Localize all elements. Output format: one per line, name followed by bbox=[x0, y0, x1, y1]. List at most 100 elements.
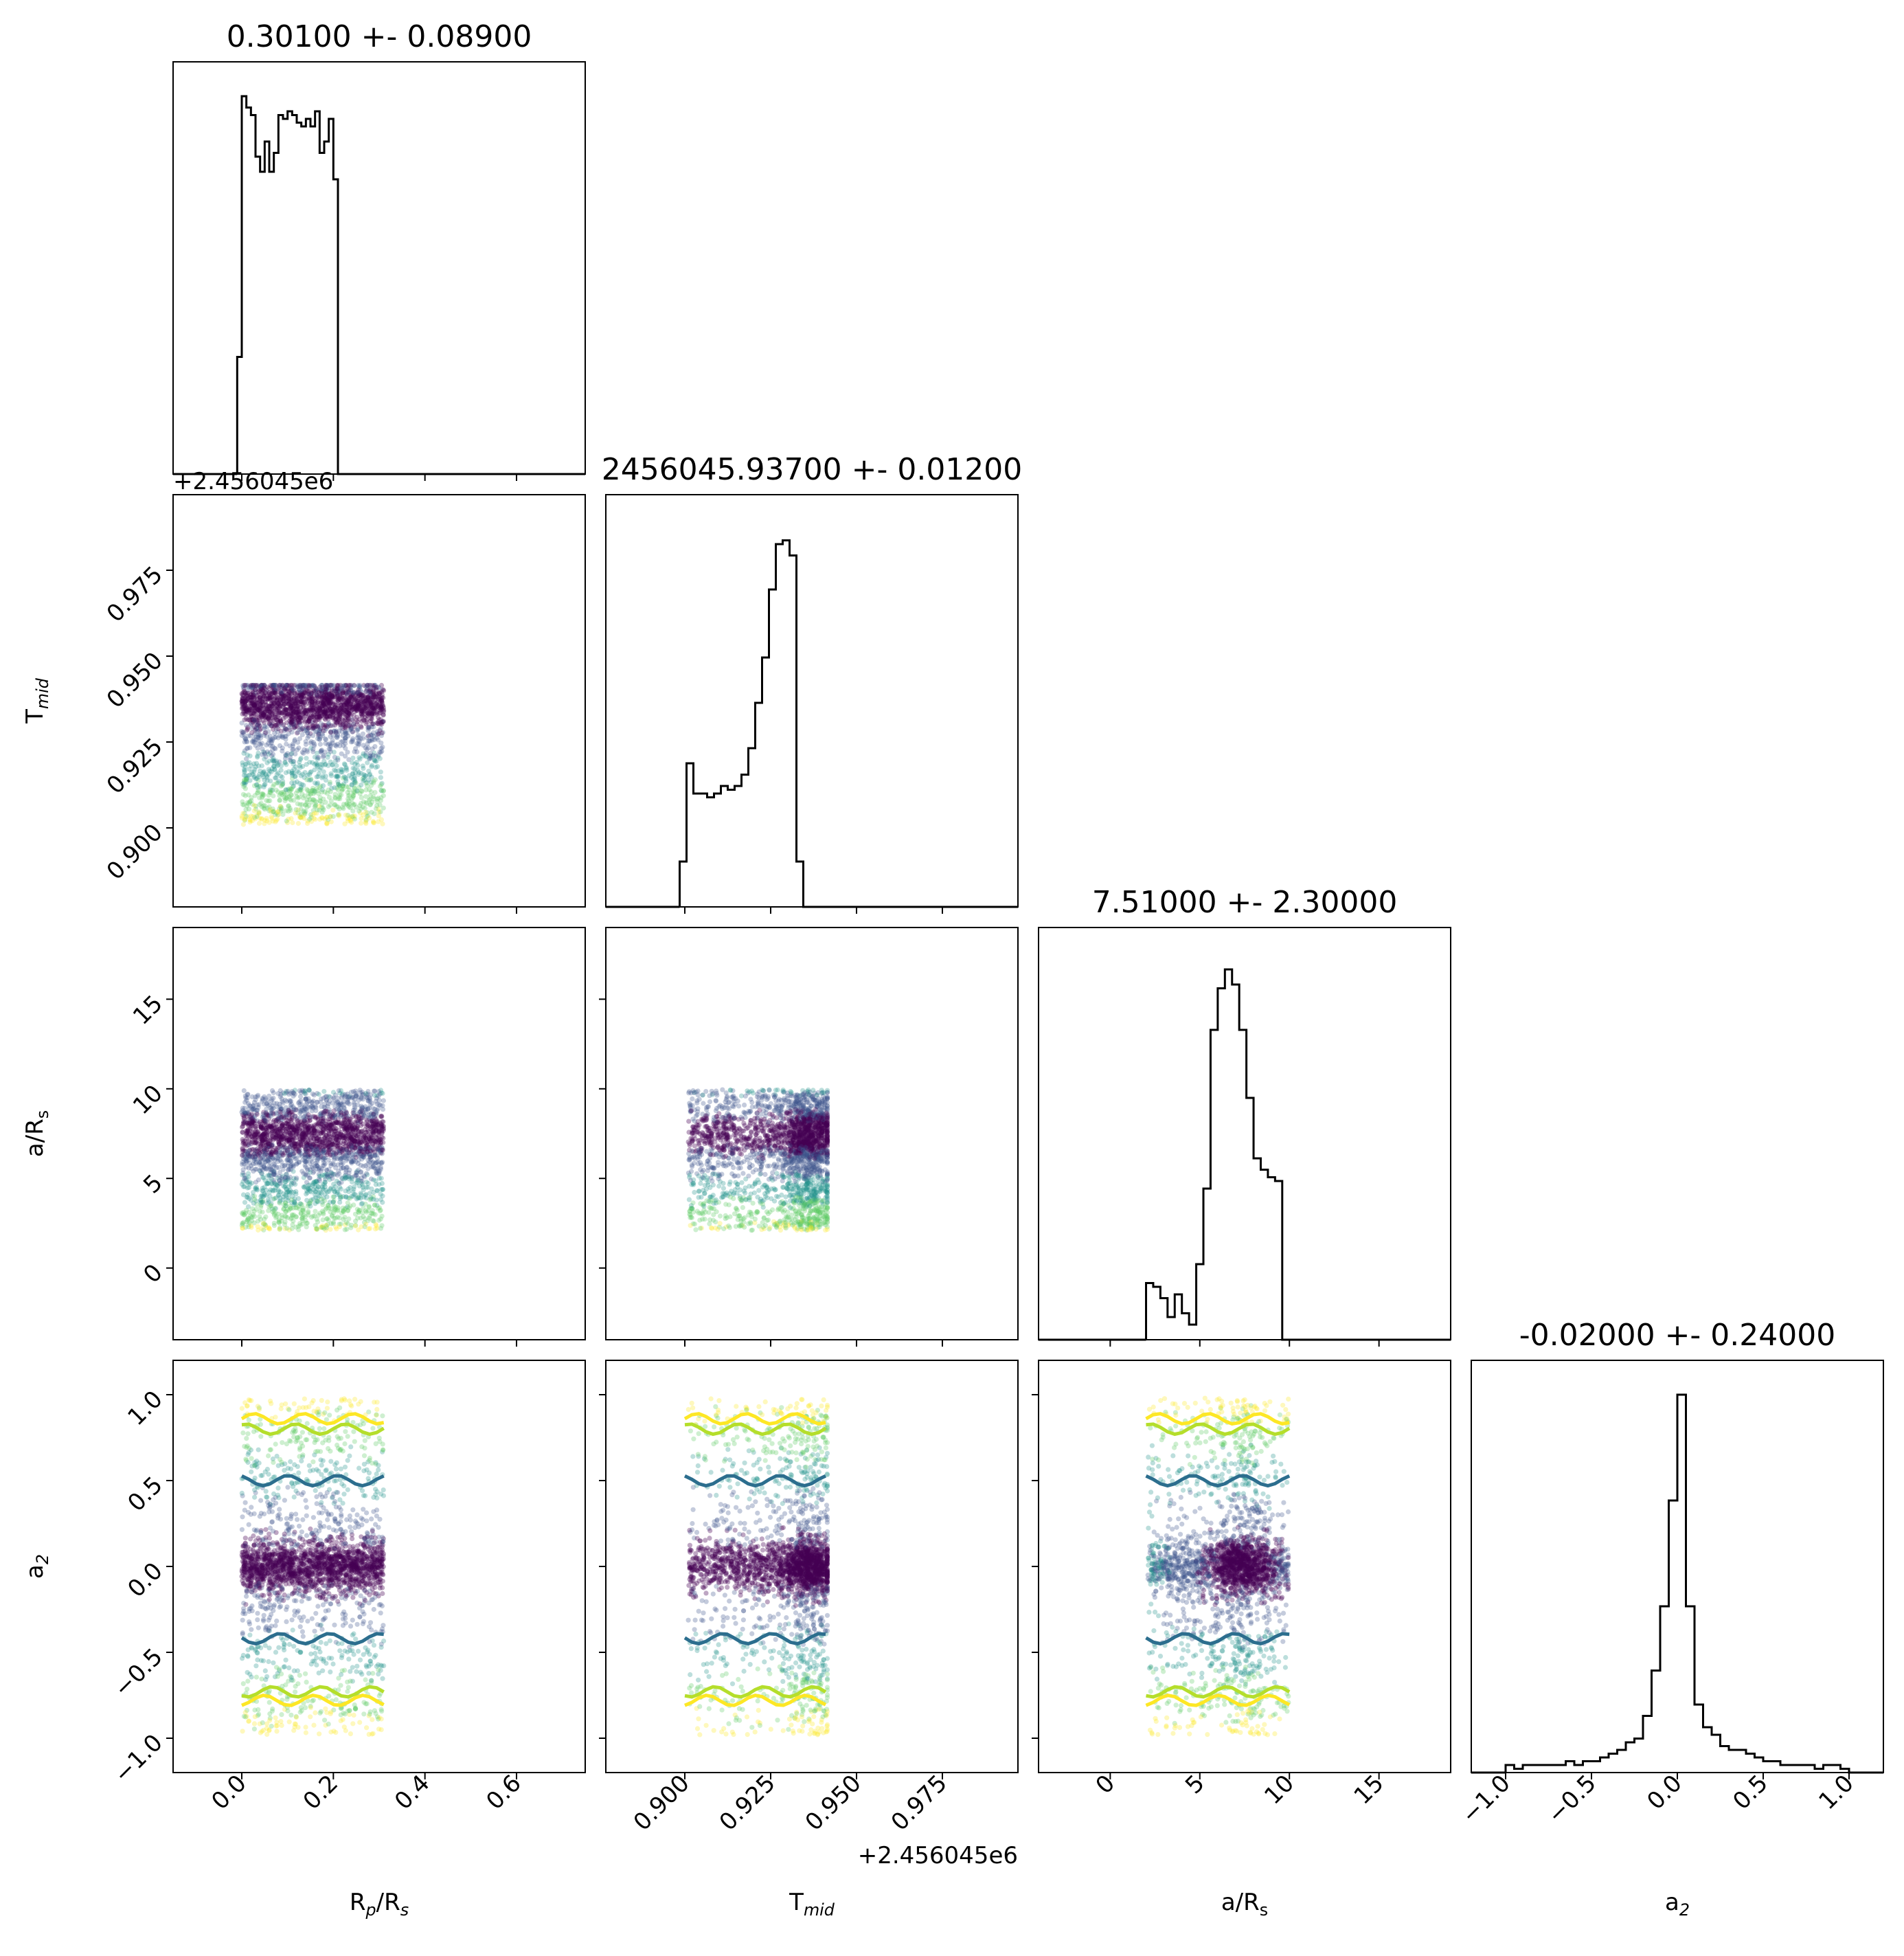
scatter-point bbox=[264, 1166, 269, 1171]
scatter-point bbox=[257, 684, 263, 690]
scatter-point bbox=[324, 723, 329, 728]
scatter-point bbox=[276, 778, 282, 784]
scatter-point bbox=[341, 761, 347, 767]
scatter-point bbox=[298, 787, 304, 793]
scatter-point bbox=[291, 798, 297, 803]
scatter-point bbox=[302, 682, 307, 688]
scatter-point bbox=[260, 752, 265, 757]
scatter-point bbox=[245, 745, 251, 751]
scatter-point bbox=[367, 1197, 373, 1202]
scatter-point bbox=[377, 695, 383, 701]
scatter-point bbox=[348, 683, 353, 689]
scatter-point bbox=[315, 688, 321, 694]
scatter-point bbox=[243, 716, 249, 721]
scatter-point bbox=[256, 690, 261, 695]
scatter-point bbox=[260, 688, 266, 693]
scatter-point bbox=[242, 699, 248, 704]
scatter-point bbox=[371, 796, 376, 802]
scatter-point bbox=[247, 778, 253, 783]
scatter-point bbox=[291, 783, 296, 789]
scatter-point bbox=[306, 719, 312, 724]
scatter-point bbox=[365, 712, 370, 719]
scatter-point bbox=[359, 789, 365, 794]
scatter-point bbox=[297, 719, 302, 725]
scatter-point bbox=[307, 701, 313, 708]
scatter-point bbox=[275, 761, 280, 766]
scatter-point bbox=[378, 1187, 384, 1193]
scatter-point bbox=[335, 688, 340, 693]
scatter-point bbox=[243, 699, 249, 704]
scatter-point bbox=[292, 780, 297, 785]
scatter-point bbox=[308, 1161, 313, 1167]
scatter-point bbox=[254, 790, 260, 796]
scatter-point bbox=[264, 713, 269, 719]
scatter-point bbox=[364, 698, 370, 704]
scatter-point bbox=[332, 1206, 337, 1211]
scatter-point bbox=[362, 698, 368, 704]
scatter-point bbox=[371, 724, 376, 730]
scatter-point bbox=[269, 704, 275, 709]
scatter-point bbox=[294, 715, 299, 720]
scatter-point bbox=[343, 683, 348, 688]
scatter-point bbox=[288, 696, 294, 701]
scatter-point bbox=[257, 705, 262, 710]
scatter-point bbox=[270, 1103, 275, 1109]
scatter-point bbox=[370, 690, 376, 695]
scatter-point bbox=[326, 714, 332, 719]
scatter-point bbox=[297, 688, 302, 693]
scatter-point bbox=[319, 688, 325, 694]
scatter-point bbox=[291, 701, 297, 706]
scatter-point bbox=[317, 803, 322, 809]
scatter-point bbox=[247, 817, 253, 822]
scatter-point bbox=[260, 1188, 266, 1194]
scatter-point bbox=[330, 708, 335, 714]
scatter-point bbox=[242, 816, 248, 822]
scatter-point bbox=[291, 721, 296, 727]
scatter-point bbox=[288, 700, 293, 706]
scatter-point bbox=[245, 706, 250, 711]
scatter-point bbox=[308, 690, 314, 696]
scatter-point bbox=[345, 784, 351, 790]
scatter-point bbox=[326, 1157, 331, 1162]
scatter-point bbox=[381, 709, 387, 715]
scatter-point bbox=[334, 686, 339, 692]
scatter-point bbox=[328, 729, 334, 734]
scatter-point bbox=[249, 684, 254, 690]
scatter-point bbox=[345, 733, 351, 739]
scatter-point bbox=[304, 688, 310, 694]
scatter-point bbox=[250, 813, 256, 819]
scatter-point bbox=[321, 753, 326, 758]
scatter-point bbox=[344, 709, 350, 715]
scatter-point bbox=[326, 1147, 332, 1153]
scatter-point bbox=[341, 702, 348, 708]
scatter-point bbox=[262, 821, 267, 827]
scatter-point bbox=[269, 700, 274, 706]
scatter-point bbox=[271, 809, 276, 815]
scatter-point bbox=[273, 775, 279, 780]
scatter-point bbox=[358, 723, 364, 729]
scatter-point bbox=[295, 703, 301, 709]
scatter-point bbox=[323, 704, 328, 710]
scatter-point bbox=[287, 806, 293, 811]
scatter-point bbox=[339, 1110, 344, 1116]
scatter-point bbox=[329, 785, 335, 791]
scatter-point bbox=[312, 810, 317, 816]
scatter-point bbox=[296, 686, 302, 692]
scatter-point bbox=[305, 749, 310, 754]
scatter-point bbox=[244, 739, 249, 744]
scatter-point bbox=[283, 752, 288, 757]
scatter-point bbox=[371, 794, 376, 800]
scatter-point bbox=[267, 696, 273, 701]
scatter-point bbox=[291, 710, 297, 715]
scatter-point bbox=[245, 693, 250, 698]
scatter-point bbox=[251, 701, 257, 706]
scatter-point bbox=[372, 682, 377, 688]
scatter-point bbox=[250, 701, 256, 707]
scatter-point bbox=[345, 719, 350, 724]
scatter-point bbox=[257, 732, 262, 738]
scatter-point bbox=[374, 729, 381, 734]
scatter-point bbox=[370, 721, 376, 727]
scatter-point bbox=[246, 1165, 251, 1171]
scatter-point bbox=[259, 690, 264, 696]
scatter-point bbox=[332, 728, 337, 734]
